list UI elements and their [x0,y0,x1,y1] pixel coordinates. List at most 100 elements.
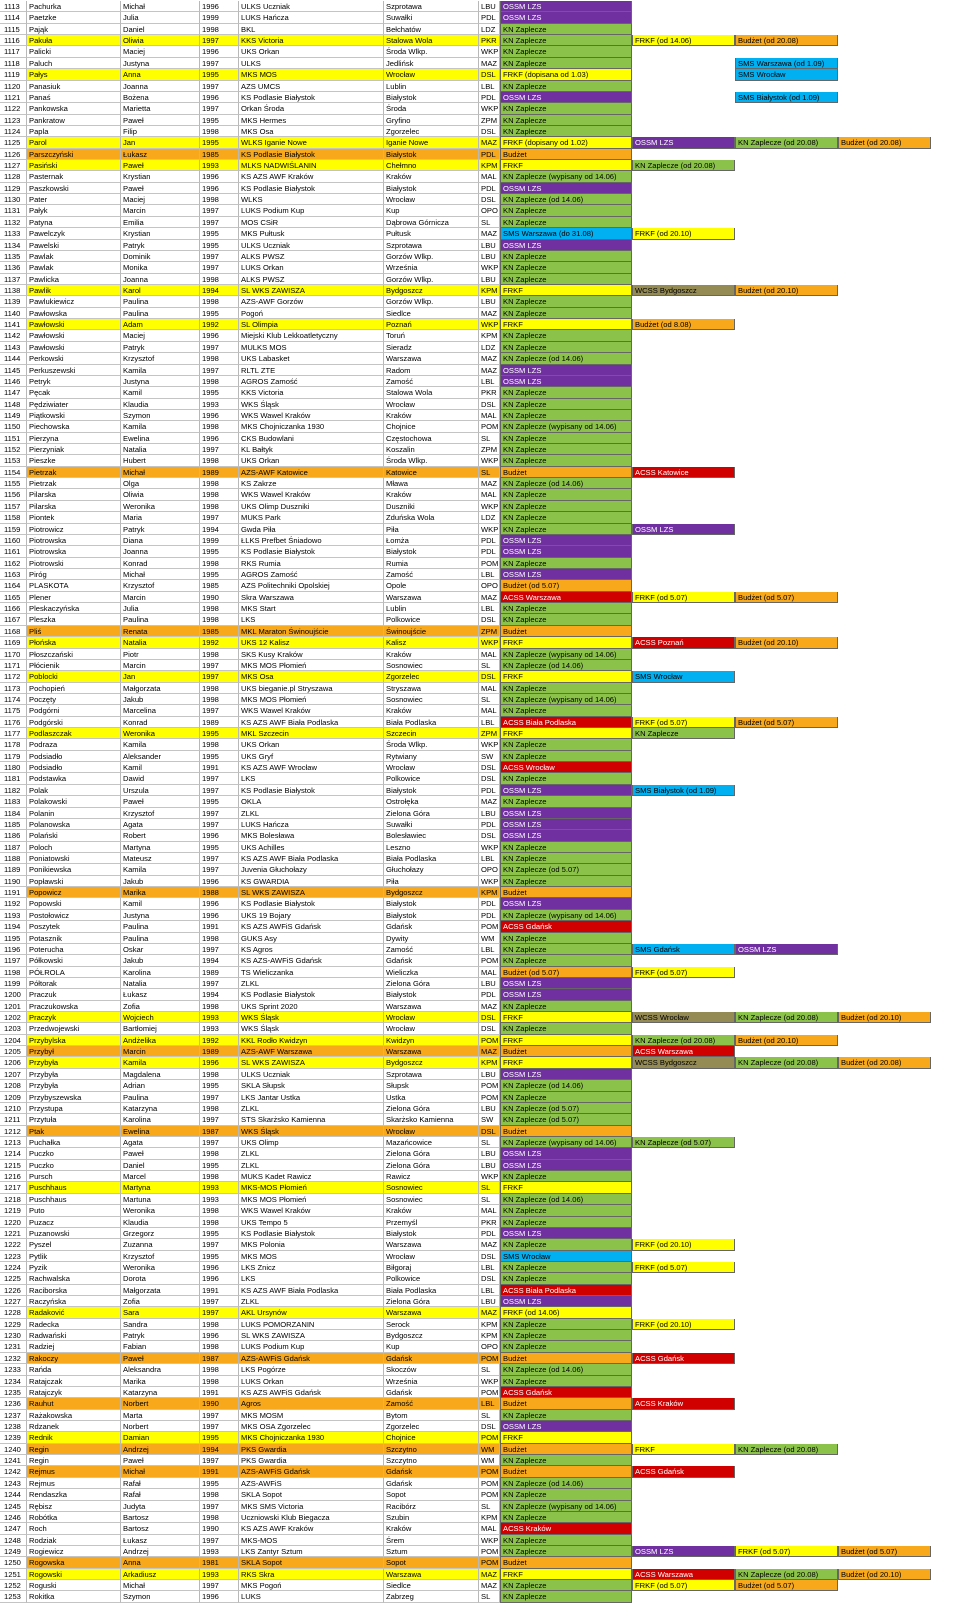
region-cell: WM [479,932,500,944]
table-row: 1241 Regin Paweł 1997 PKS Gwardia Szczytno WM K… [0,1455,960,1467]
region-cell: MAZ [479,228,500,240]
program-status-cell: WCSS Bydgoszcz [632,285,735,297]
surname-cell: Pater [27,194,121,206]
year-cell: 1997 [200,943,239,956]
program-status-cell: KN Zaplecze (wypisany od 14.06) [500,171,632,183]
region-cell: POM [479,1091,500,1103]
table-row: 1237 Rażakowska Marta 1997 MKS MOSM Bytom SL KN… [0,1409,960,1421]
program-status-cell: Budżet (od 5.07) [838,1545,931,1558]
program-status-cell: OSSM LZS [500,1296,632,1308]
surname-cell: Podsiadło [27,750,121,763]
firstname-cell: Andżelika [121,1034,200,1047]
year-cell: 1996 [200,830,239,842]
club-cell: ZLKL [239,977,384,990]
id-cell: 1188 [0,853,27,865]
surname-cell: Polanowska [27,818,121,831]
year-cell: 1998 [200,194,239,206]
id-cell: 1203 [0,1023,27,1035]
club-cell: ZLKL [239,1159,384,1172]
surname-cell: Puczko [27,1159,121,1172]
firstname-cell: Maciej [121,46,200,58]
city-cell: Rumia [384,557,479,569]
id-cell: 1204 [0,1034,27,1047]
city-cell: Polkowice [384,1273,479,1285]
region-cell: DSL [479,1125,500,1137]
surname-cell: Rejmus [27,1466,121,1478]
id-cell: 1228 [0,1307,27,1319]
region-cell: WKP [479,1534,500,1546]
year-cell: 1993 [200,398,239,410]
id-cell: 1132 [0,216,27,229]
region-cell: LBL [479,603,500,615]
table-row: 1216 Pursch Marcel 1998 MUKS Kadet Rawicz Raw… [0,1171,960,1183]
region-cell: LBL [479,853,500,865]
surname-cell: Rejmus [27,1477,121,1490]
region-cell: DSL [479,830,500,842]
region-cell: POM [479,921,500,933]
firstname-cell: Sara [121,1307,200,1319]
firstname-cell: Zofia [121,1296,200,1308]
program-status-cell: KN Zaplecze [500,1000,632,1013]
surname-cell: Panaś [27,91,121,104]
firstname-cell: Bartosz [121,1511,200,1524]
surname-cell: Robótka [27,1511,121,1524]
id-cell: 1178 [0,739,27,751]
year-cell: 1996 [200,1,239,13]
region-cell: PDL [479,534,500,547]
program-status-cell: SMS Wrocław [632,671,735,683]
program-status-cell: KN Zaplecze [500,1591,632,1603]
id-cell: 1179 [0,750,27,763]
program-status-cell: OSSM LZS [500,182,632,195]
year-cell: 1992 [200,319,239,331]
city-cell: Gdańsk [384,921,479,933]
id-cell: 1192 [0,898,27,910]
city-cell: Białystok [384,784,479,797]
club-cell: AZS-AWFiS [239,1477,384,1490]
city-cell: Kraków [384,171,479,183]
year-cell: 1997 [200,1455,239,1467]
city-cell: Wrocław [384,762,479,774]
city-cell: Mazańcowice [384,1137,479,1149]
program-status-cell: KN Zaplecze (wypisany od 14.06) [500,1137,632,1149]
table-row: 1134 Pawelski Patryk 1995 ULKS Uczniak Szprot… [0,239,960,251]
id-cell: 1251 [0,1568,27,1581]
year-cell: 1997 [200,1409,239,1421]
program-status-cell: KN Zaplecze [500,523,632,535]
program-status-cell [632,58,735,69]
table-row: 1189 Ponikiewska Kamila 1997 Juvenia Głuchoł… [0,864,960,876]
club-cell: MKS MOSM [239,1409,384,1421]
table-row: 1141 Pawłowski Adam 1992 SL Olimpia Poznań WKP… [0,319,960,331]
id-cell: 1206 [0,1057,27,1069]
region-cell: OPO [479,205,500,217]
surname-cell: Puzanowski [27,1227,121,1240]
table-row: 1117 Palicki Maciej 1996 UKS Orkan Środa Wlkp… [0,46,960,58]
region-cell: SL [479,216,500,229]
year-cell: 1996 [200,909,239,922]
club-cell: TS Wieliczanka [239,966,384,978]
surname-cell: Puzacz [27,1216,121,1228]
region-cell: POM [479,1557,500,1569]
year-cell: 1996 [200,330,239,342]
program-status-cell: KN Zaplecze [500,943,632,956]
city-cell: Kup [384,1341,479,1353]
club-cell: ŁLKS Prefbet Śniadowo [239,534,384,547]
id-cell: 1181 [0,773,27,785]
city-cell: Zielona Góra [384,807,479,819]
firstname-cell: Michał [121,1466,200,1478]
id-cell: 1247 [0,1523,27,1535]
id-cell: 1239 [0,1432,27,1444]
id-cell: 1129 [0,182,27,195]
table-row: 1196 Poterucha Oskar 1997 KS Agros Zamość LBL K… [0,943,960,956]
firstname-cell: Kamil [121,387,200,399]
table-row: 1207 Przybyła Magdalena 1998 ULKS Uczniak Szp… [0,1068,960,1081]
region-cell: MAZ [479,591,500,604]
firstname-cell: Szymon [121,1591,200,1603]
year-cell: 1989 [200,466,239,479]
club-cell: UKS Sprint 2020 [239,1000,384,1013]
year-cell: 1997 [200,818,239,831]
id-cell: 1155 [0,478,27,490]
program-status-cell: KN Zaplecze [500,114,632,126]
program-status-cell: OSSM LZS [500,1159,632,1172]
city-cell: Serock [384,1318,479,1331]
region-cell: MAZ [479,57,500,70]
